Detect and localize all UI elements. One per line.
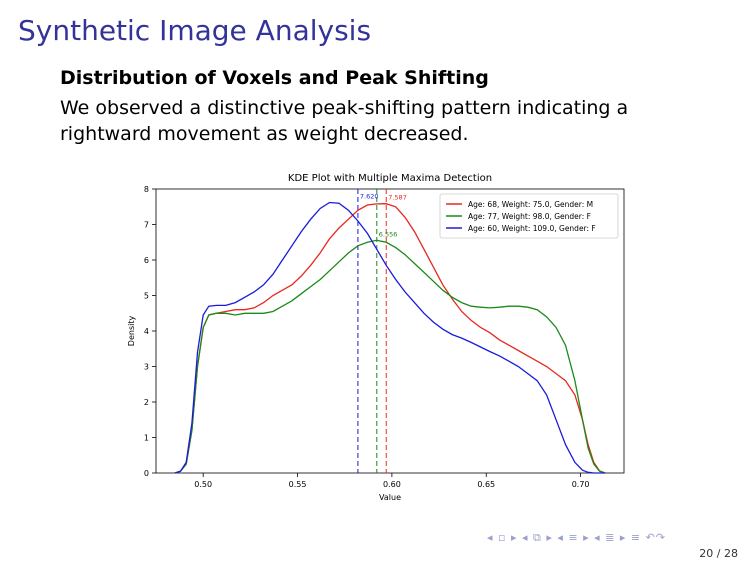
series-line-2: [174, 239, 606, 474]
legend-label-1: Age: 68, Weight: 75.0, Gender: M: [468, 200, 593, 209]
series-line-1: [174, 203, 606, 474]
x-tick-label: 0.70: [572, 480, 590, 489]
y-tick-label: 8: [144, 185, 149, 194]
body-text: We observed a distinctive peak-shifting …: [60, 97, 629, 145]
y-axis-label: Density: [127, 316, 136, 347]
legend-label-3: Age: 60, Weight: 109.0, Gender: F: [468, 224, 596, 233]
y-tick-label: 6: [144, 256, 149, 265]
peak-label-2: 6.556: [379, 230, 398, 238]
y-tick-label: 5: [144, 292, 149, 301]
beamer-navigation-controls[interactable]: ◂ ▫ ▸ ◂ ⧉ ▸ ◂ ≡ ▸ ◂ ≣ ▸ ≡ ↶↷: [487, 531, 667, 544]
y-tick-label: 2: [144, 398, 149, 407]
x-tick-label: 0.50: [194, 480, 212, 489]
y-tick-label: 1: [144, 434, 149, 443]
y-tick-label: 4: [144, 327, 149, 336]
kde-chart: KDE Plot with Multiple Maxima Detection 0…: [127, 173, 625, 502]
chart-title: KDE Plot with Multiple Maxima Detection: [288, 173, 492, 184]
y-tick-label: 7: [144, 221, 149, 230]
legend-label-2: Age: 77, Weight: 98.0, Gender: F: [468, 212, 591, 221]
x-tick-label: 0.60: [383, 480, 401, 489]
y-tick-label: 3: [144, 363, 149, 372]
slide-title: Synthetic Image Analysis: [18, 14, 372, 47]
peak-label-3: 7.620: [360, 192, 379, 200]
x-tick-label: 0.55: [289, 480, 307, 489]
legend-box: [439, 193, 619, 239]
x-tick-label: 0.65: [477, 480, 495, 489]
peak-label-1: 7.587: [388, 194, 407, 202]
y-tick-label: 0: [144, 469, 149, 478]
series-line-3: [174, 201, 606, 474]
block-title: Distribution of Voxels and Peak Shifting: [60, 67, 489, 89]
page-number: 20 / 28: [699, 547, 738, 560]
x-axis-label: Value: [379, 493, 401, 502]
